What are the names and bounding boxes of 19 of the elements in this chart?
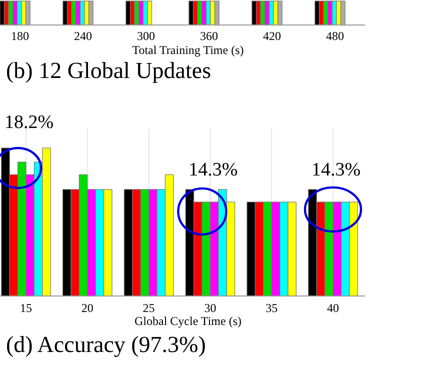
x-tick-label: 40: [327, 301, 339, 315]
x-axis-title: Total Training Time (s): [132, 43, 244, 57]
x-tick-label: 35: [266, 301, 278, 315]
text: 18.2%: [4, 112, 54, 133]
annotation: 14.3%: [311, 159, 361, 180]
text: (b) 12 Global Updates: [6, 58, 212, 83]
x-tick-label: 180: [11, 29, 29, 43]
x-axis-title: Global Cycle Time (s): [134, 314, 242, 328]
text: (d) Accuracy (97.3%): [6, 332, 206, 357]
x-tick-label: 300: [137, 29, 155, 43]
x-tick-label: 240: [74, 29, 92, 43]
x-tick-label: 30: [204, 301, 216, 315]
x-tick-label: 25: [142, 301, 155, 315]
annotation: 14.3%: [188, 159, 238, 180]
x-tick-label: 420: [263, 29, 281, 43]
x-tick-label: 480: [326, 29, 344, 43]
x-tick-label: 360: [200, 29, 218, 43]
x-tick-label: 15: [20, 301, 32, 315]
x-tick-label: 20: [81, 301, 94, 315]
